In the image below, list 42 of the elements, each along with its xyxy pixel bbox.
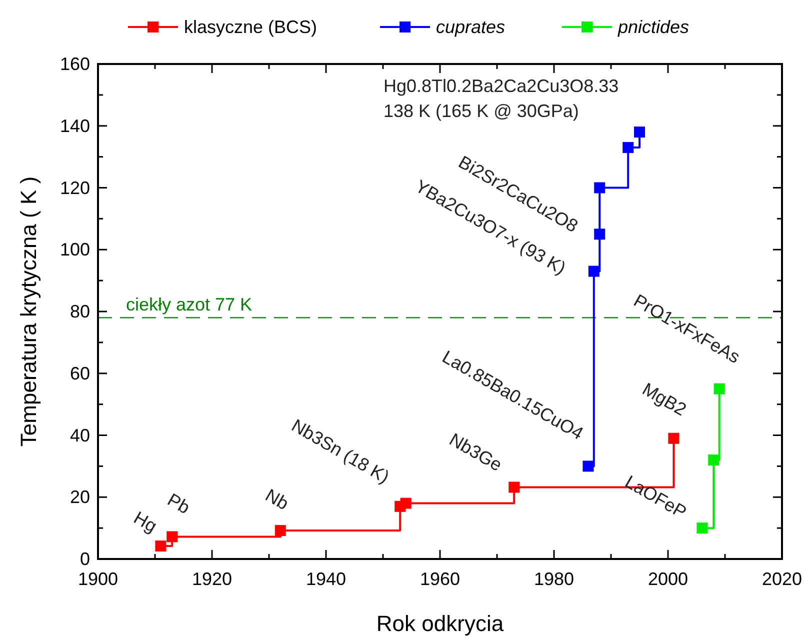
annotation: Pb xyxy=(164,489,194,518)
y-tick-label: 80 xyxy=(70,302,90,322)
annotation: Nb xyxy=(262,485,292,514)
point xyxy=(594,182,606,194)
y-tick-label: 120 xyxy=(60,178,90,198)
annotation: Hg xyxy=(130,508,160,536)
x-tick-label: 1980 xyxy=(534,569,574,589)
y-axis-title: Temperatura krytyczna ( K ) xyxy=(16,176,41,447)
point xyxy=(400,498,412,509)
point xyxy=(582,460,594,472)
point xyxy=(708,454,720,466)
x-tick-label: 1960 xyxy=(420,569,460,589)
point xyxy=(714,383,725,394)
point xyxy=(622,142,634,154)
point xyxy=(155,540,166,552)
point xyxy=(696,522,708,534)
x-tick-label: 1900 xyxy=(78,569,118,589)
x-tick-label: 2000 xyxy=(648,569,688,589)
annotation: Hg0.8Tl0.2Ba2Ca2Cu3O8.33 xyxy=(384,76,619,96)
y-tick-label: 40 xyxy=(70,425,90,446)
point xyxy=(508,482,520,493)
point xyxy=(634,126,645,138)
legend-label: pnictides xyxy=(617,17,690,37)
y-tick-label: 20 xyxy=(70,487,90,508)
legend-label: cuprates xyxy=(436,17,506,37)
point xyxy=(274,525,286,536)
x-axis-title: Rok odkrycia xyxy=(376,611,504,636)
point xyxy=(594,228,606,240)
y-tick-label: 60 xyxy=(70,363,90,384)
y-tick-label: 140 xyxy=(60,116,90,136)
point xyxy=(668,432,680,444)
x-tick-label: 2020 xyxy=(762,569,802,589)
y-tick-label: 160 xyxy=(60,54,90,74)
annotation: 138 K (165 K @ 30GPa) xyxy=(384,101,579,122)
point xyxy=(588,266,600,277)
y-tick-label: 0 xyxy=(80,549,90,569)
legend-label: klasyczne (BCS) xyxy=(184,17,318,37)
x-tick-label: 1920 xyxy=(192,569,232,589)
point xyxy=(166,531,178,542)
ref-line-label: ciekły azot 77 K xyxy=(126,294,252,315)
x-tick-label: 1940 xyxy=(306,569,346,589)
y-tick-label: 100 xyxy=(60,240,90,260)
